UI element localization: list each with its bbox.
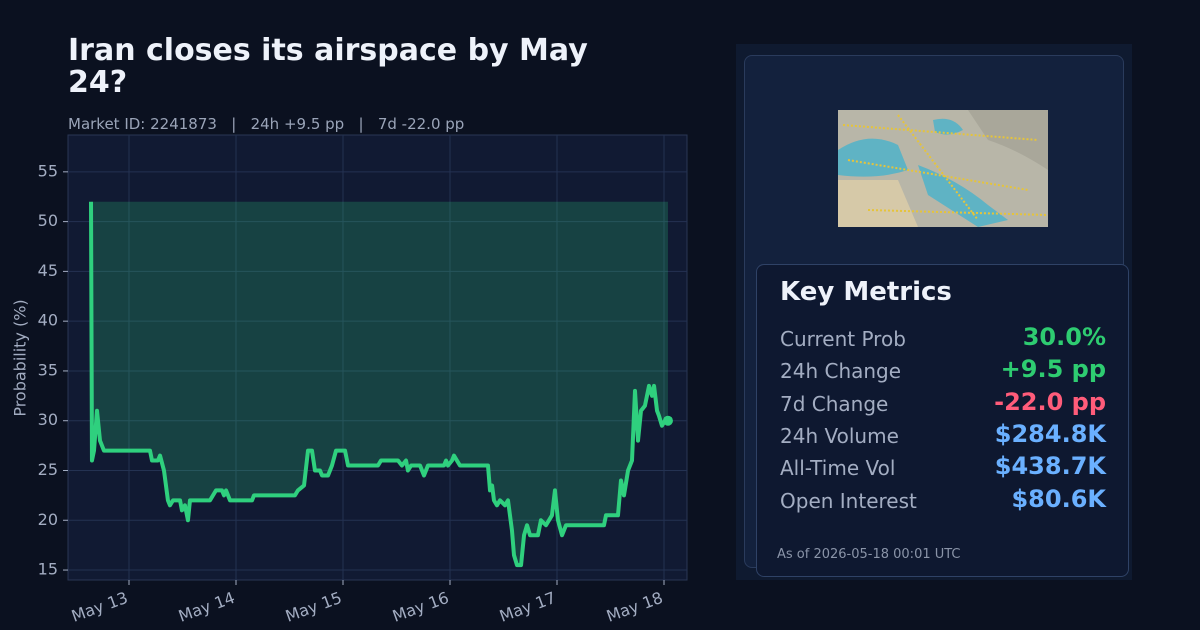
metric-label: 7d Change <box>780 391 889 416</box>
side-panel: Key Metrics Current Prob 30.0% 24h Change +… <box>736 44 1132 580</box>
x-tick-label: May 14 <box>176 588 237 626</box>
y-tick-label: 40 <box>38 311 58 330</box>
chart-title: Iran closes its airspace by May 24? <box>68 33 588 100</box>
panel-card: Key Metrics Current Prob 30.0% 24h Change +… <box>744 55 1129 577</box>
y-tick-label: 15 <box>38 560 58 579</box>
metric-row: 7d Change -22.0 pp <box>780 388 1106 418</box>
y-tick-label: 25 <box>38 460 58 479</box>
metric-value: 30.0% <box>1022 323 1106 351</box>
y-axis-label: Probability (%) <box>11 299 30 416</box>
x-tick-label: May 15 <box>283 588 344 626</box>
chart: Probability (%) 15 20 25 30 35 40 45 50 55 May 13… <box>11 134 688 626</box>
metric-value: +9.5 pp <box>1000 355 1106 384</box>
y-tick-label: 55 <box>38 161 58 180</box>
metrics-title: Key Metrics <box>780 277 952 307</box>
x-tick-label: May 16 <box>390 588 451 626</box>
area-fill <box>91 201 668 566</box>
chart-subtitle: Market ID: 2241873 | 24h +9.5 pp | 7d -2… <box>68 115 465 133</box>
metric-row: Open Interest $80.6K <box>780 485 1106 515</box>
metric-row: 24h Change +9.5 pp <box>780 355 1106 385</box>
y-tick-label: 50 <box>38 211 58 230</box>
metric-label: All-Time Vol <box>780 456 896 481</box>
x-tick-label: May 13 <box>69 588 130 626</box>
metric-value: -22.0 pp <box>994 387 1106 416</box>
metric-label: Current Prob <box>780 327 906 351</box>
y-tick-label: 45 <box>38 261 58 280</box>
metric-row: 24h Volume $284.8K <box>780 420 1106 450</box>
metric-row: Current Prob 30.0% <box>780 323 1106 353</box>
x-tick-label: May 17 <box>497 588 558 626</box>
metrics-card: Key Metrics Current Prob 30.0% 24h Change +… <box>756 264 1129 577</box>
y-tick-label: 30 <box>38 410 58 429</box>
timestamp: As of 2026-05-18 00:01 UTC <box>777 547 961 562</box>
metric-row: All-Time Vol $438.7K <box>780 452 1106 482</box>
metric-value: $284.8K <box>994 419 1106 448</box>
line <box>89 201 668 568</box>
y-tick-label: 20 <box>38 510 58 529</box>
x-tick-label: May 18 <box>604 588 665 626</box>
map-image <box>838 110 1048 227</box>
metric-label: 24h Change <box>780 359 902 384</box>
y-tick-label: 35 <box>38 360 58 379</box>
metric-label: 24h Volume <box>780 423 899 448</box>
metric-value: $438.7K <box>994 452 1106 481</box>
metric-label: Open Interest <box>780 488 917 513</box>
metric-value: $80.6K <box>1011 484 1106 513</box>
end-point <box>662 415 673 426</box>
